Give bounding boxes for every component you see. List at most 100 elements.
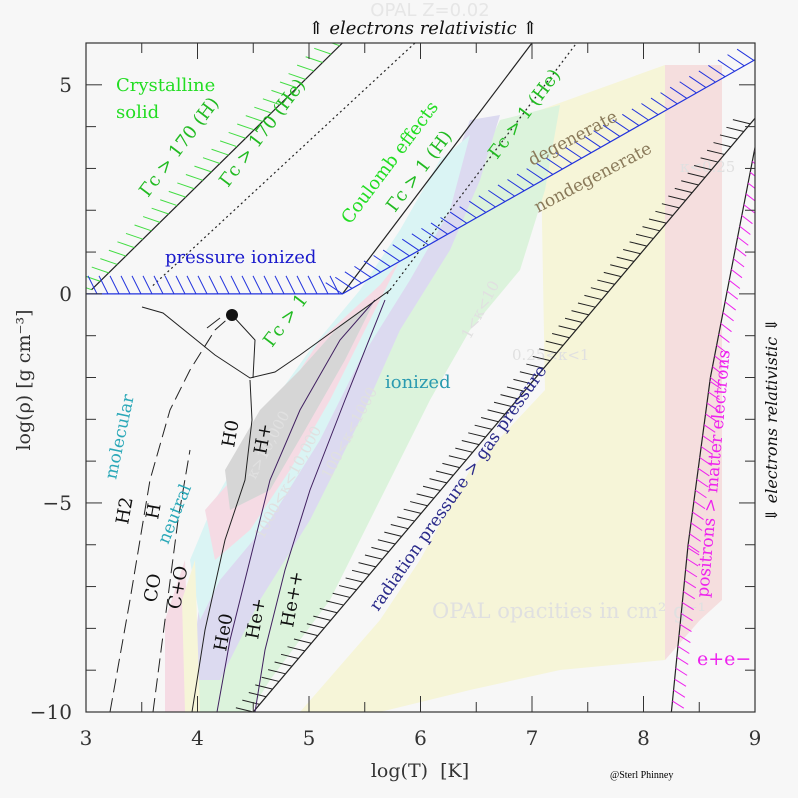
ionization-curves: [109, 289, 391, 712]
hatch-mark: [255, 684, 273, 690]
hatch-mark: [335, 276, 353, 289]
hatch-mark: [706, 149, 725, 155]
hatch-mark: [695, 489, 707, 499]
hatch-mark: [716, 344, 728, 354]
hatch-mark: [86, 287, 92, 291]
hatch-mark: [713, 142, 732, 148]
hatch-mark: [718, 333, 730, 343]
hatch-mark: [726, 126, 744, 133]
hatch-mark: [705, 413, 717, 422]
y-tick-labels: 5 0 −5 −10: [30, 73, 72, 724]
hatch-mark: [736, 48, 755, 61]
hatch-mark: [314, 47, 332, 55]
hatch-mark: [228, 131, 246, 139]
hatch-mark: [593, 130, 611, 143]
hatch-mark: [687, 544, 700, 553]
hatch-mark: [545, 340, 564, 346]
hatch-mark: [684, 580, 697, 589]
hatch-mark: [635, 233, 654, 239]
hatch-mark: [371, 546, 389, 553]
hatch-mark: [109, 275, 120, 295]
band-label-0.25-1: 0.25<κ<1: [512, 346, 589, 364]
hatch-mark: [749, 171, 755, 177]
he0-he-plus-curve: [216, 299, 376, 712]
label-solid: solid: [116, 102, 159, 123]
hatch-mark: [153, 275, 164, 295]
hatch-mark: [722, 312, 734, 322]
hatch-mark: [710, 377, 722, 387]
hatch-mark: [175, 275, 186, 295]
hatch-mark: [219, 275, 230, 295]
right-annotation: ⇓ electrons relativistic ⇓: [762, 318, 781, 522]
hatch-mark: [702, 435, 715, 444]
plot-area: κ<0.25 0.25<κ<1 1<κ<10 100<κ<1000 1000<κ…: [86, 43, 755, 712]
hatch-mark: [741, 215, 753, 225]
label-ionized: ionized: [385, 372, 451, 393]
hatch-mark: [685, 569, 698, 578]
critical-branch-2: [206, 317, 221, 329]
hatch-mark: [597, 279, 615, 285]
hatch-mark: [478, 195, 496, 208]
hatch-mark: [449, 211, 468, 224]
hatch-mark: [500, 394, 519, 400]
hatch-mark: [330, 43, 340, 47]
hatch-mark: [671, 711, 673, 712]
hatch-mark: [487, 409, 506, 415]
hatch-mark: [186, 275, 197, 295]
credit: @Sterl Phinney: [610, 770, 674, 781]
hatch-mark: [650, 97, 668, 110]
hatch-mark: [373, 255, 391, 268]
hatch-mark: [87, 275, 98, 295]
hatch-mark: [252, 275, 263, 295]
hatch-mark: [724, 301, 737, 311]
hatch-mark: [86, 292, 87, 294]
critical-branch: [231, 314, 256, 379]
hatch-mark: [318, 275, 329, 295]
hatch-mark: [743, 204, 755, 214]
hatch-mark: [241, 275, 252, 295]
hatch-mark: [319, 608, 338, 614]
hatch-mark: [377, 539, 396, 545]
hatch-mark: [254, 106, 272, 114]
hatch-mark: [401, 238, 420, 251]
hatch-mark: [230, 275, 241, 295]
hatch-mark: [584, 294, 602, 301]
hatch-mark: [583, 135, 602, 148]
gamma-170-H-line: [86, 43, 343, 291]
hatch-mark: [293, 638, 312, 644]
x-tick-label: 4: [191, 726, 204, 750]
hatch-mark: [526, 168, 544, 181]
hatch-mark: [674, 187, 693, 194]
hatch-mark: [673, 689, 686, 698]
hatch-mark: [681, 180, 699, 186]
hatch-mark: [211, 148, 229, 156]
hatch-mark: [271, 89, 289, 97]
hatch-mark: [676, 656, 689, 665]
hatch-mark: [125, 232, 144, 240]
hatch-mark: [430, 222, 448, 235]
hatch-mark: [660, 92, 678, 105]
hatch-mark: [91, 266, 109, 274]
hatch-mark: [142, 275, 153, 295]
hatch-mark: [296, 275, 307, 295]
hatch-mark: [700, 446, 713, 455]
band-label-kappa-lt-0.25: κ<0.25: [680, 158, 735, 176]
hatch-mark: [142, 216, 161, 223]
hatch-mark: [564, 317, 583, 323]
hatch-mark: [219, 140, 238, 148]
hatch-mark: [689, 533, 701, 542]
y-axis-label: log(ρ) [g cm⁻³]: [13, 309, 35, 450]
hatch-mark: [690, 522, 703, 531]
hatch-mark: [623, 249, 641, 255]
hatch-mark: [731, 269, 743, 279]
hatch-mark: [493, 401, 512, 407]
hatch-mark: [726, 290, 739, 300]
hatch-mark: [732, 119, 751, 125]
hatch-mark: [468, 200, 487, 213]
hatch-mark: [648, 218, 667, 224]
hatch-mark: [481, 417, 499, 423]
hatch-mark: [416, 493, 435, 499]
hatch-mark: [461, 439, 480, 446]
hatch-mark: [287, 646, 306, 652]
